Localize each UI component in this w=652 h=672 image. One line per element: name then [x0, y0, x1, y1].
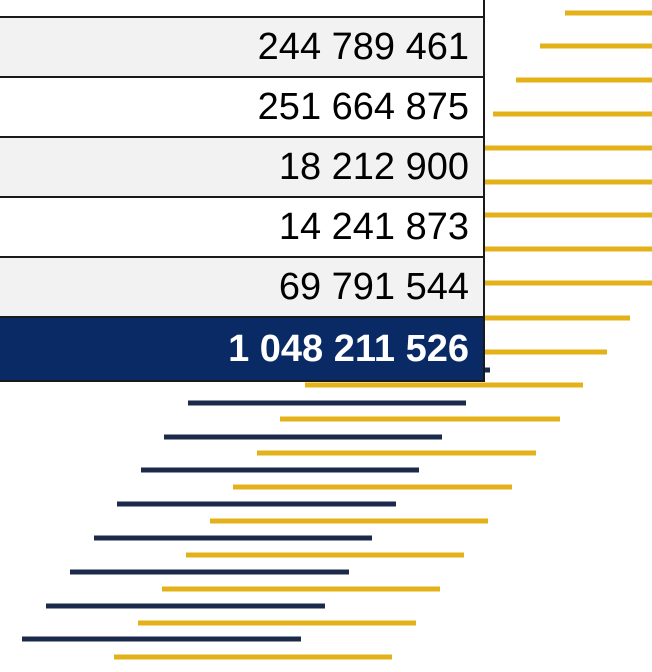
table-row: 244 789 461 — [0, 17, 484, 77]
table-row: 18 212 900 — [0, 137, 484, 197]
value-cell: 244 789 461 — [0, 17, 484, 77]
value-cell: 251 664 875 — [0, 77, 484, 137]
total-row: 1 048 211 526 — [0, 317, 484, 381]
value-cell: 321 083 267 — [0, 0, 484, 17]
value-cell: 18 212 900 — [0, 137, 484, 197]
total-cell: 1 048 211 526 — [0, 317, 484, 381]
value-cell: 69 791 544 — [0, 257, 484, 317]
table-row: 69 791 544 — [0, 257, 484, 317]
value-cell: 14 241 873 — [0, 197, 484, 257]
table-row: 321 083 267 — [0, 0, 484, 17]
page: {"table": {"rows": ["321 083 267", "244 … — [0, 0, 652, 672]
table-row: 251 664 875 — [0, 77, 484, 137]
table-row: 14 241 873 — [0, 197, 484, 257]
